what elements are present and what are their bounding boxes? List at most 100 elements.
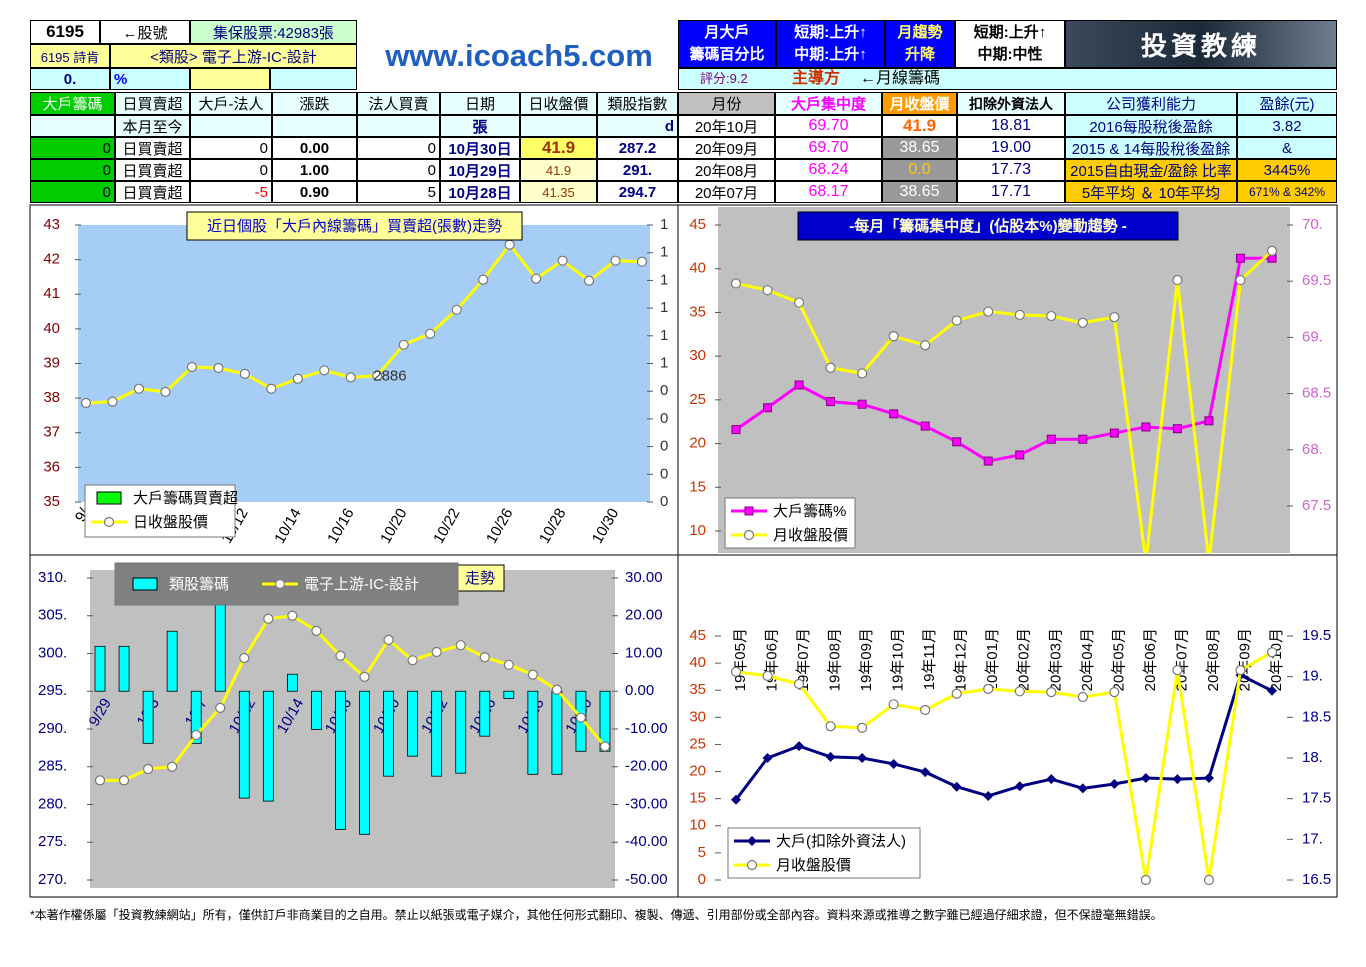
bar — [383, 690, 394, 777]
y-tick-label: 37 — [43, 424, 60, 441]
y2-tick-label: 16.5 — [1302, 871, 1331, 888]
y-tick-label: 38 — [43, 389, 60, 406]
x-tick-label: 20年05月 — [1110, 628, 1127, 691]
marker — [1077, 783, 1088, 794]
marker — [239, 368, 250, 379]
y-tick-label: 39 — [43, 354, 60, 371]
table-cell: 日買賣超 — [115, 159, 190, 181]
table-cell: 17.71 — [957, 181, 1065, 203]
marker — [191, 729, 202, 741]
x-tick-label: 20年01月 — [984, 628, 1001, 691]
table-cell: 0 — [30, 137, 115, 159]
y2-tick-label: 0.00 — [625, 682, 654, 699]
legend-marker — [744, 506, 754, 516]
y2-tick-label: 18. — [1302, 749, 1323, 766]
marker — [1015, 450, 1025, 460]
bar — [551, 690, 563, 775]
legend-label: 大戶(扣除外資法人) — [776, 833, 906, 850]
y2-tick-label: 19.5 — [1302, 627, 1331, 644]
marker — [920, 704, 931, 716]
marker — [263, 613, 274, 624]
marker — [1046, 687, 1057, 698]
x-tick-label: 19年12月 — [953, 628, 970, 691]
marker — [1172, 424, 1182, 434]
table-cell: 18.81 — [957, 115, 1065, 137]
marker — [142, 763, 154, 775]
leader-value: ←月線籌碼 — [860, 70, 941, 87]
table-cell: 294.7 — [597, 181, 678, 203]
marker — [889, 409, 899, 419]
marker — [610, 255, 621, 266]
y2-tick-label: 0 — [660, 410, 668, 427]
series-layer — [80, 239, 648, 409]
label: 籌碼百分比 — [689, 46, 765, 63]
marker — [763, 403, 773, 413]
table-cell: 日期 — [440, 92, 520, 115]
table-cell — [272, 115, 357, 137]
table-cell: 10月28日 — [440, 181, 520, 203]
bar — [214, 600, 226, 692]
y2-tick-label: 0 — [660, 438, 668, 455]
y2-tick-label: 69. — [1302, 328, 1323, 345]
marker — [730, 666, 742, 677]
table-cell — [30, 115, 115, 137]
x-tick-label: 19年07月 — [795, 628, 812, 691]
table-cell: 1.00 — [272, 159, 357, 181]
x-tick-label: 19年05月 — [732, 628, 749, 691]
bar — [503, 690, 515, 699]
series-layer — [730, 647, 1278, 886]
marker — [478, 274, 489, 285]
marker — [266, 383, 277, 394]
marker — [920, 340, 931, 351]
month-trend-label: 月趨勢 升降 — [885, 20, 955, 68]
table-cell: 671% & 342% — [1237, 181, 1337, 203]
table-cell: 月收盤價 — [882, 92, 957, 115]
x-tick-label: 20年02月 — [1016, 628, 1033, 691]
chart-title: -每月「籌碼集中度」(佔股本%)變動趨勢 - — [849, 217, 1127, 235]
marker — [951, 688, 962, 699]
pct-value: 0. — [30, 68, 110, 90]
marker — [731, 794, 741, 805]
marker — [583, 275, 595, 286]
marker — [825, 721, 836, 732]
y-tick-label: 41 — [43, 285, 60, 302]
y-tick-label: 30 — [689, 347, 706, 364]
pct-unit: % — [110, 68, 190, 90]
marker — [952, 437, 962, 447]
marker — [1109, 687, 1120, 698]
marker — [167, 761, 178, 772]
table-cell: 0 — [30, 159, 115, 181]
bar — [527, 690, 539, 775]
chart: 0 5 10 15 20 25 30 35 40 45 16.5 17. 17.5 18. 18.5 19. 1… — [689, 627, 1331, 888]
marker — [794, 741, 805, 752]
y-tick-label: 40 — [689, 260, 706, 277]
plot-area — [718, 207, 1290, 553]
stock-code: 6195 — [30, 20, 100, 44]
y2-tick-label: 30.00 — [625, 569, 663, 586]
marker — [1109, 312, 1120, 323]
leader-label: 主導方 — [792, 70, 841, 87]
y-tick-label: 5 — [698, 844, 706, 861]
marker — [557, 255, 568, 266]
chart: 10 15 20 25 30 35 40 45 67.5 68. 68.5 69. 69.5 70. -每月… — [689, 207, 1331, 553]
y-tick-label: 295. — [38, 682, 67, 699]
code-label: ←股號 — [100, 20, 190, 44]
table-cell: -5 — [190, 181, 272, 203]
table-cell: 大戶集中度 — [775, 92, 882, 115]
legend-box — [724, 497, 856, 549]
x-tick-label: 20年04月 — [1079, 628, 1096, 691]
marker — [1203, 773, 1214, 784]
y-tick-label: 20 — [689, 763, 706, 780]
x-tick-label: 19年11月 — [921, 628, 938, 690]
bar — [431, 690, 443, 777]
y2-tick-label: 68.5 — [1302, 385, 1331, 402]
marker — [793, 678, 805, 690]
marker — [1077, 317, 1088, 328]
marker — [951, 781, 962, 792]
title-box — [455, 564, 505, 592]
table-cell: 0.90 — [272, 181, 357, 203]
marker — [1109, 779, 1120, 790]
y-tick-label: 10 — [689, 817, 706, 834]
legend-box — [727, 827, 921, 879]
x-tick-label: 19年08月 — [827, 628, 844, 691]
